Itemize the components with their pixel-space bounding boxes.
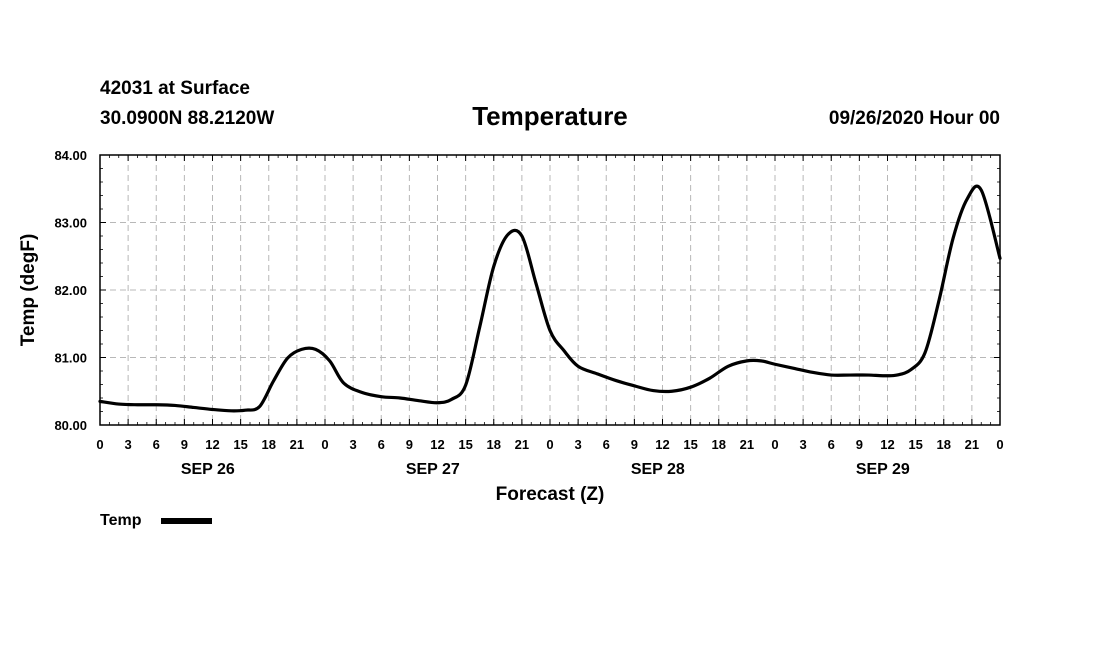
x-tick-label: 12 (430, 437, 444, 452)
y-tick-label: 83.00 (54, 216, 87, 231)
x-tick-label: 3 (350, 437, 357, 452)
x-tick-label: 9 (181, 437, 188, 452)
grid-lines (100, 155, 1000, 425)
y-axis-title: Temp (degF) (18, 234, 39, 347)
x-tick-label: 9 (631, 437, 638, 452)
x-tick-label: 12 (880, 437, 894, 452)
x-tick-label: 3 (575, 437, 582, 452)
station-label: 42031 at Surface (100, 78, 250, 99)
x-tick-label: 6 (828, 437, 835, 452)
x-tick-label: 18 (712, 437, 726, 452)
x-tick-label: 21 (740, 437, 754, 452)
x-tick-label: 12 (205, 437, 219, 452)
x-tick-label: 12 (655, 437, 669, 452)
x-tick-label: 9 (406, 437, 413, 452)
x-tick-label: 6 (153, 437, 160, 452)
x-tick-label: 9 (856, 437, 863, 452)
x-tick-label: 3 (800, 437, 807, 452)
x-tick-label: 0 (996, 437, 1003, 452)
day-label: SEP 29 (856, 461, 910, 478)
x-tick-label: 6 (378, 437, 385, 452)
run-time-label: 09/26/2020 Hour 00 (829, 108, 1000, 129)
day-label: SEP 27 (406, 461, 460, 478)
x-tick-label: 18 (262, 437, 276, 452)
y-axis-tick-labels: 80.00 81.00 82.00 83.00 84.00 (54, 148, 87, 433)
x-tick-label: 0 (771, 437, 778, 452)
x-tick-label: 21 (515, 437, 529, 452)
y-tick-label: 81.00 (54, 351, 87, 366)
x-tick-label: 15 (458, 437, 472, 452)
x-tick-label: 0 (96, 437, 103, 452)
x-tick-label: 21 (965, 437, 979, 452)
x-tick-label: 0 (546, 437, 553, 452)
legend-label: Temp (100, 512, 142, 529)
x-tick-label: 15 (908, 437, 922, 452)
y-tick-label: 84.00 (54, 148, 87, 163)
series-layer (98, 184, 1002, 413)
x-axis-title: Forecast (Z) (496, 484, 605, 505)
x-tick-label: 0 (321, 437, 328, 452)
chart-title: Temperature (472, 101, 628, 131)
x-tick-label: 15 (233, 437, 247, 452)
x-tick-label: 15 (683, 437, 697, 452)
x-axis-day-labels: SEP 26 SEP 27 SEP 28 SEP 29 (181, 461, 910, 478)
legend: Temp (100, 512, 212, 529)
x-tick-label: 18 (937, 437, 951, 452)
series-line-temp (98, 184, 1002, 413)
day-label: SEP 26 (181, 461, 235, 478)
day-label: SEP 28 (631, 461, 685, 478)
x-tick-label: 21 (290, 437, 304, 452)
plot-frame (99, 154, 1001, 426)
x-tick-label: 18 (487, 437, 501, 452)
location-label: 30.0900N 88.2120W (100, 108, 274, 129)
x-tick-label: 6 (603, 437, 610, 452)
x-axis-tick-labels: 0 3 6 9 12 15 18 21 0 3 6 9 12 15 18 21 0 3 6 9 12 15 18 21 0 3 6 9… (96, 437, 1003, 452)
y-tick-label: 82.00 (54, 283, 87, 298)
x-tick-label: 3 (125, 437, 132, 452)
y-tick-label: 80.00 (54, 418, 87, 433)
